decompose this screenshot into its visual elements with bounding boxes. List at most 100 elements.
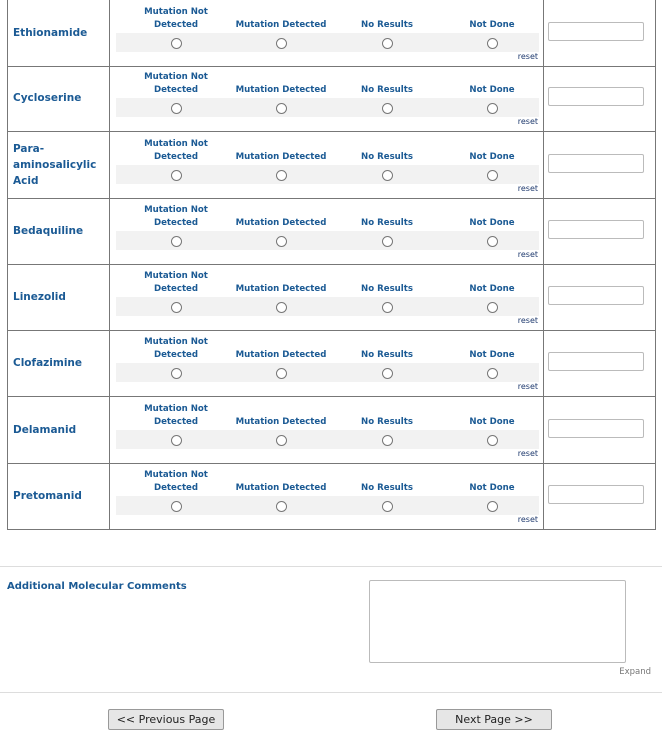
- option-label: No Results: [361, 20, 413, 30]
- drug-result-input[interactable]: [548, 22, 644, 41]
- drug-result-input[interactable]: [548, 418, 644, 438]
- reset-link[interactable]: reset: [517, 316, 538, 325]
- result-radio[interactable]: [487, 500, 498, 512]
- result-radio[interactable]: [276, 235, 287, 247]
- result-radio[interactable]: [382, 235, 393, 247]
- option-label: Mutation Detected: [235, 482, 327, 493]
- result-radio[interactable]: [382, 500, 393, 512]
- drug-name: Bedaquiline: [8, 197, 110, 264]
- option-label: No Results: [361, 350, 413, 361]
- result-options: Mutation Not Detected Mutation Detected …: [111, 0, 544, 66]
- divider: [0, 566, 662, 567]
- reset-link[interactable]: reset: [517, 183, 538, 193]
- drug-name: Linezolid: [8, 264, 110, 330]
- result-radio[interactable]: [171, 235, 182, 247]
- radio-band: [116, 33, 539, 52]
- result-radio[interactable]: [382, 38, 393, 49]
- drug-name: Ethionamide: [8, 0, 110, 66]
- result-radio[interactable]: [487, 38, 498, 49]
- option-label: Mutation Detected: [235, 350, 327, 361]
- option-label: Mutation Not Detected: [144, 337, 208, 361]
- radio-band: [116, 363, 539, 383]
- result-radio[interactable]: [171, 38, 182, 49]
- comments-label: Additional Molecular Comments: [7, 581, 187, 592]
- reset-link[interactable]: reset: [517, 514, 538, 524]
- result-options: Mutation Not Detected Mutation Detected …: [111, 131, 544, 198]
- drug-result-input[interactable]: [548, 484, 644, 504]
- reset-link[interactable]: reset: [517, 382, 538, 392]
- result-radio[interactable]: [276, 103, 287, 115]
- drug-result-input[interactable]: [548, 352, 644, 372]
- drug-result-input[interactable]: [548, 286, 644, 305]
- radio-band: [116, 429, 539, 449]
- result-radio[interactable]: [487, 235, 498, 247]
- radio-band: [116, 164, 539, 184]
- option-label: Mutation Detected: [235, 85, 327, 96]
- drug-name: Pretomanid: [8, 462, 110, 529]
- option-label: No Results: [361, 482, 413, 493]
- drug-name: Para-aminosalicylic Acid: [8, 131, 110, 198]
- result-options: Mutation Not Detected Mutation Detected …: [111, 330, 544, 397]
- option-label: Mutation Not Detected: [144, 403, 208, 427]
- result-radio[interactable]: [382, 103, 393, 115]
- drug-row: Clofazimine Mutation Not Detected Mutati…: [7, 330, 656, 398]
- result-radio[interactable]: [171, 302, 182, 313]
- drug-row: Para-aminosalicylic Acid Mutation Not De…: [7, 131, 656, 199]
- option-label: Mutation Not Detected: [144, 271, 208, 294]
- result-options: Mutation Not Detected Mutation Detected …: [111, 65, 544, 132]
- radio-band: [116, 495, 539, 515]
- reset-link[interactable]: reset: [517, 117, 538, 127]
- result-options: Mutation Not Detected Mutation Detected …: [111, 197, 544, 264]
- option-label: Not Done: [469, 350, 515, 361]
- previous-page-button[interactable]: << Previous Page: [108, 709, 224, 730]
- result-radio[interactable]: [487, 434, 498, 446]
- comments-textarea[interactable]: [369, 580, 626, 663]
- option-label: Not Done: [469, 416, 515, 427]
- drug-row: Bedaquiline Mutation Not Detected Mutati…: [7, 197, 656, 265]
- next-page-button[interactable]: Next Page >>: [436, 709, 552, 730]
- result-radio[interactable]: [382, 368, 393, 380]
- drug-row: Linezolid Mutation Not Detected Mutation…: [7, 264, 656, 331]
- result-radio[interactable]: [382, 434, 393, 446]
- result-radio[interactable]: [276, 302, 287, 313]
- option-label: No Results: [361, 217, 413, 228]
- result-radio[interactable]: [171, 368, 182, 380]
- reset-link[interactable]: reset: [517, 52, 538, 61]
- result-radio[interactable]: [276, 38, 287, 49]
- result-radio[interactable]: [382, 302, 393, 313]
- result-radio[interactable]: [171, 500, 182, 512]
- option-label: No Results: [361, 85, 413, 96]
- result-radio[interactable]: [276, 434, 287, 446]
- result-options: Mutation Not Detected Mutation Detected …: [111, 396, 544, 463]
- drug-row: Ethionamide Mutation Not Detected Mutati…: [7, 0, 656, 67]
- option-label: Not Done: [469, 20, 515, 30]
- result-radio[interactable]: [487, 302, 498, 313]
- option-label: Mutation Detected: [235, 416, 327, 427]
- result-radio[interactable]: [171, 169, 182, 181]
- result-radio[interactable]: [276, 169, 287, 181]
- option-label: No Results: [361, 284, 413, 294]
- drug-result-input[interactable]: [548, 219, 644, 239]
- radio-band: [116, 98, 539, 118]
- result-radio[interactable]: [171, 103, 182, 115]
- result-radio[interactable]: [171, 434, 182, 446]
- drug-result-input[interactable]: [548, 153, 644, 173]
- result-radio[interactable]: [487, 169, 498, 181]
- result-radio[interactable]: [487, 368, 498, 380]
- option-label: Mutation Not Detected: [144, 7, 208, 30]
- drug-row: Pretomanid Mutation Not Detected Mutatio…: [7, 462, 656, 530]
- result-radio[interactable]: [382, 169, 393, 181]
- drug-name: Clofazimine: [8, 330, 110, 397]
- result-radio[interactable]: [276, 500, 287, 512]
- expand-link[interactable]: Expand: [619, 667, 651, 677]
- result-radio[interactable]: [276, 368, 287, 380]
- divider: [0, 692, 662, 693]
- reset-link[interactable]: reset: [517, 249, 538, 259]
- radio-band: [116, 297, 539, 316]
- option-label: Not Done: [469, 284, 515, 294]
- result-radio[interactable]: [487, 103, 498, 115]
- reset-link[interactable]: reset: [517, 448, 538, 458]
- option-label: Mutation Not Detected: [144, 72, 208, 96]
- result-options: Mutation Not Detected Mutation Detected …: [111, 264, 544, 330]
- drug-result-input[interactable]: [548, 87, 644, 107]
